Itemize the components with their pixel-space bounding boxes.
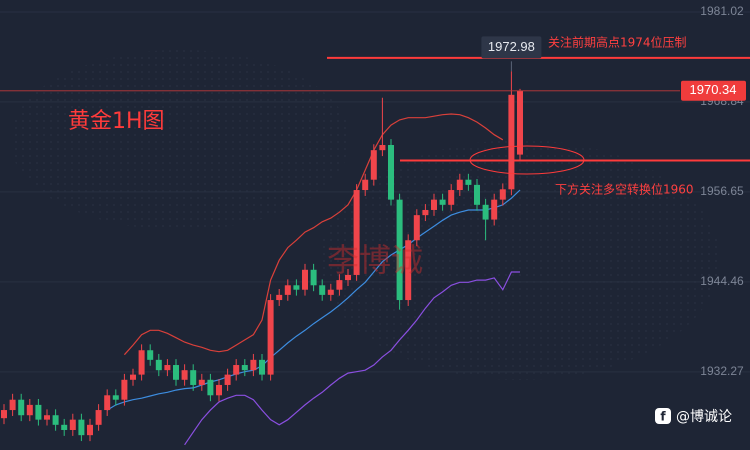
candle-body xyxy=(267,300,274,375)
candle-body xyxy=(439,199,446,205)
candle-body xyxy=(465,179,472,185)
candle-body xyxy=(345,274,351,281)
candle-body xyxy=(112,395,119,400)
footer: f @博诚论 xyxy=(655,408,732,425)
footer-icon xyxy=(655,408,671,424)
candle-body xyxy=(95,410,102,425)
candle-body xyxy=(482,204,489,220)
candle-body xyxy=(319,285,326,295)
candle-body xyxy=(1,410,7,419)
candle-body xyxy=(44,415,50,420)
candle-body xyxy=(164,365,171,371)
candle-body xyxy=(388,145,394,200)
candle-body xyxy=(362,179,369,191)
candle-body xyxy=(491,199,498,220)
candle-body xyxy=(276,294,283,301)
candle-body xyxy=(147,350,154,360)
y-tick-label: 1944.46 xyxy=(700,274,744,288)
candle-body xyxy=(173,365,179,380)
candle-body xyxy=(35,404,42,420)
candle-body xyxy=(138,350,145,375)
footer-icon-glyph: f xyxy=(660,410,666,424)
candle-body xyxy=(224,374,231,385)
candle-body xyxy=(456,179,463,191)
chart-title: 黄金1H图 xyxy=(68,109,165,134)
candle-body xyxy=(336,280,343,290)
candle-body xyxy=(190,370,197,385)
candle-body xyxy=(121,379,128,400)
annotation: 关注前期高点1974位压制 xyxy=(548,35,687,50)
band-line xyxy=(106,189,521,411)
candle-body xyxy=(241,365,248,371)
candle-body xyxy=(198,379,205,385)
candle-body xyxy=(9,399,16,411)
candle-body xyxy=(155,359,162,371)
candle-body xyxy=(250,359,257,371)
candle-body xyxy=(422,209,429,216)
candle-body xyxy=(61,424,68,430)
candle-body xyxy=(353,190,360,275)
candle-body xyxy=(52,415,59,425)
candle-body xyxy=(431,199,437,210)
candle-body xyxy=(207,379,214,396)
candle-body xyxy=(413,215,420,241)
last-price-tag xyxy=(681,80,746,101)
last-price-label: 1970.34 xyxy=(690,82,737,97)
high-label: 1972.98 xyxy=(488,39,535,54)
annotation: 下方关注多空转换位1960 xyxy=(555,182,694,197)
candle-body xyxy=(302,269,308,290)
candle-body xyxy=(370,150,377,180)
candle-body xyxy=(26,404,33,416)
candle-body xyxy=(181,370,188,380)
candle-body xyxy=(69,419,76,430)
highlight-ellipse xyxy=(469,145,585,175)
candle-body xyxy=(216,384,222,396)
y-tick-label: 1981.02 xyxy=(700,4,744,18)
map-dots xyxy=(320,140,720,380)
candle-body xyxy=(327,289,334,295)
candle-body xyxy=(104,395,111,411)
candle-body xyxy=(396,199,403,301)
candle-body xyxy=(499,189,506,200)
y-tick-label: 1956.65 xyxy=(700,184,744,198)
candle-body xyxy=(508,94,515,190)
band-line xyxy=(123,113,504,356)
candle-body xyxy=(18,399,25,416)
footer-brand: @博诚论 xyxy=(676,408,732,425)
candle-body xyxy=(517,90,523,155)
watermark: 李博诚 xyxy=(327,241,423,279)
candle-body xyxy=(448,190,455,205)
band-line xyxy=(184,271,520,446)
high-tooltip xyxy=(481,36,542,59)
y-tick-label: 1932.27 xyxy=(700,364,744,378)
candle-body xyxy=(405,240,412,301)
candle-body xyxy=(259,359,265,375)
candle-body xyxy=(78,419,85,436)
candle-body xyxy=(87,424,93,436)
map-dots xyxy=(10,50,350,230)
candle-body xyxy=(284,285,291,295)
candle-body xyxy=(310,269,317,286)
candle-body xyxy=(293,285,300,290)
candle-body xyxy=(233,365,240,375)
candle-body xyxy=(130,374,136,380)
candle-body xyxy=(379,145,386,151)
candle-body xyxy=(474,184,480,205)
